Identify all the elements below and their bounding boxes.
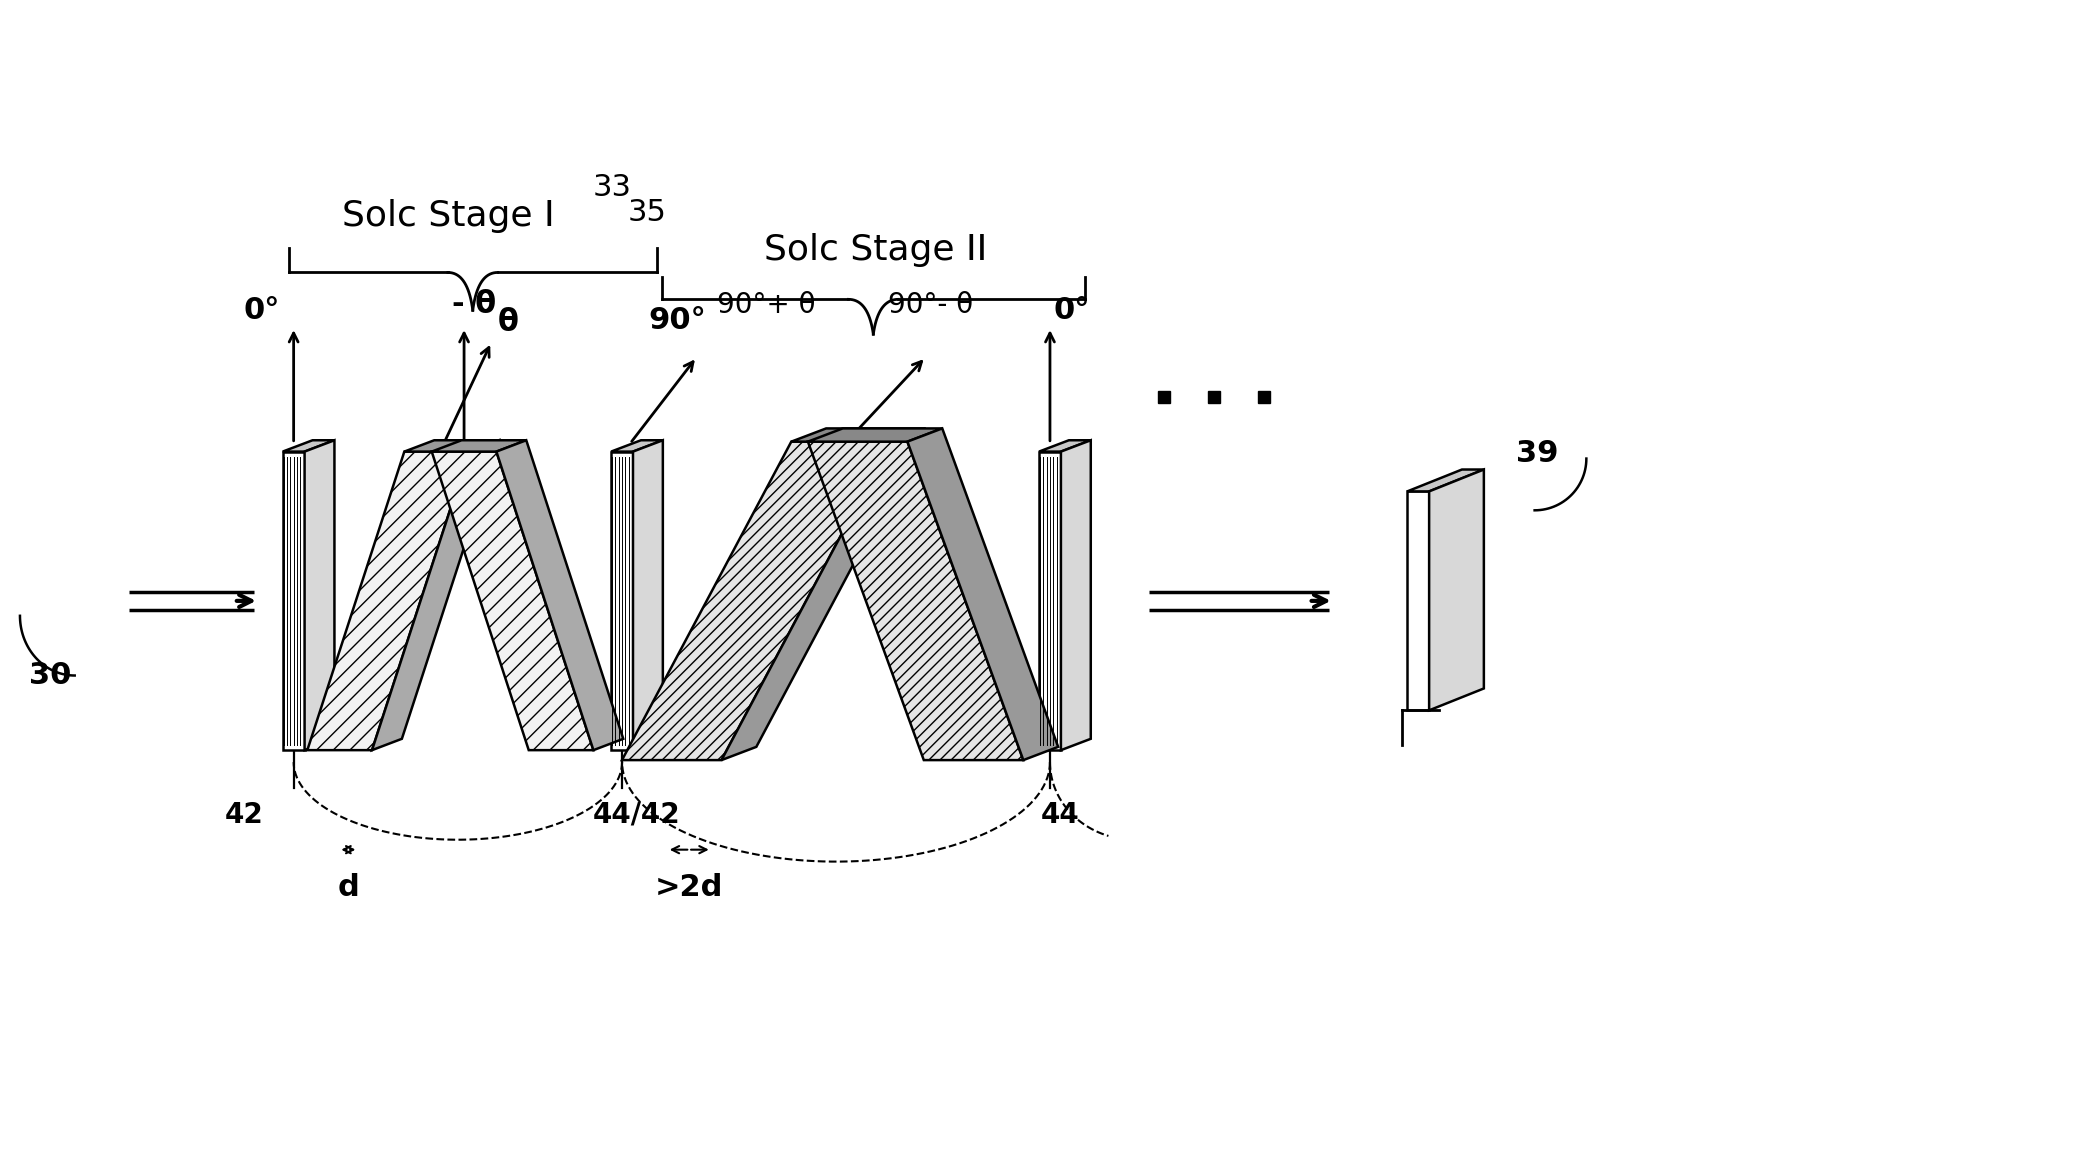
Polygon shape bbox=[284, 451, 305, 750]
Polygon shape bbox=[371, 440, 499, 750]
Polygon shape bbox=[807, 442, 1024, 760]
Text: 90°: 90° bbox=[649, 306, 705, 335]
Polygon shape bbox=[611, 440, 663, 451]
Text: θ: θ bbox=[499, 307, 519, 337]
Text: Solc Stage II: Solc Stage II bbox=[763, 233, 987, 267]
Polygon shape bbox=[1408, 470, 1483, 491]
Polygon shape bbox=[791, 428, 926, 442]
Polygon shape bbox=[722, 428, 926, 760]
Text: 30: 30 bbox=[29, 661, 71, 689]
Polygon shape bbox=[907, 428, 1058, 760]
Polygon shape bbox=[632, 440, 663, 750]
Polygon shape bbox=[305, 440, 334, 750]
Text: 39: 39 bbox=[1517, 439, 1558, 468]
Polygon shape bbox=[307, 451, 469, 750]
Polygon shape bbox=[284, 440, 334, 451]
Text: - θ: - θ bbox=[453, 290, 496, 319]
Polygon shape bbox=[1062, 440, 1091, 750]
Text: >2d: >2d bbox=[655, 872, 724, 902]
Text: 33: 33 bbox=[592, 174, 632, 203]
Polygon shape bbox=[1039, 451, 1062, 750]
Text: 0°: 0° bbox=[1053, 296, 1091, 325]
Text: 42: 42 bbox=[225, 801, 263, 829]
Polygon shape bbox=[405, 440, 499, 451]
Polygon shape bbox=[432, 440, 526, 451]
Polygon shape bbox=[1429, 470, 1483, 710]
Polygon shape bbox=[432, 451, 592, 750]
Text: 90°- θ: 90°- θ bbox=[889, 291, 972, 319]
Text: Solc Stage I: Solc Stage I bbox=[342, 199, 555, 233]
Polygon shape bbox=[622, 442, 891, 760]
Text: d: d bbox=[338, 872, 359, 902]
Text: 0°: 0° bbox=[244, 296, 280, 325]
Polygon shape bbox=[496, 440, 624, 750]
Polygon shape bbox=[611, 451, 632, 750]
Text: 90°+ θ: 90°+ θ bbox=[718, 291, 816, 319]
Text: 35: 35 bbox=[628, 198, 665, 227]
Text: 44: 44 bbox=[1041, 801, 1078, 829]
Text: 44/42: 44/42 bbox=[592, 801, 680, 829]
Polygon shape bbox=[807, 428, 943, 442]
Polygon shape bbox=[1408, 491, 1429, 710]
Polygon shape bbox=[1039, 440, 1091, 451]
